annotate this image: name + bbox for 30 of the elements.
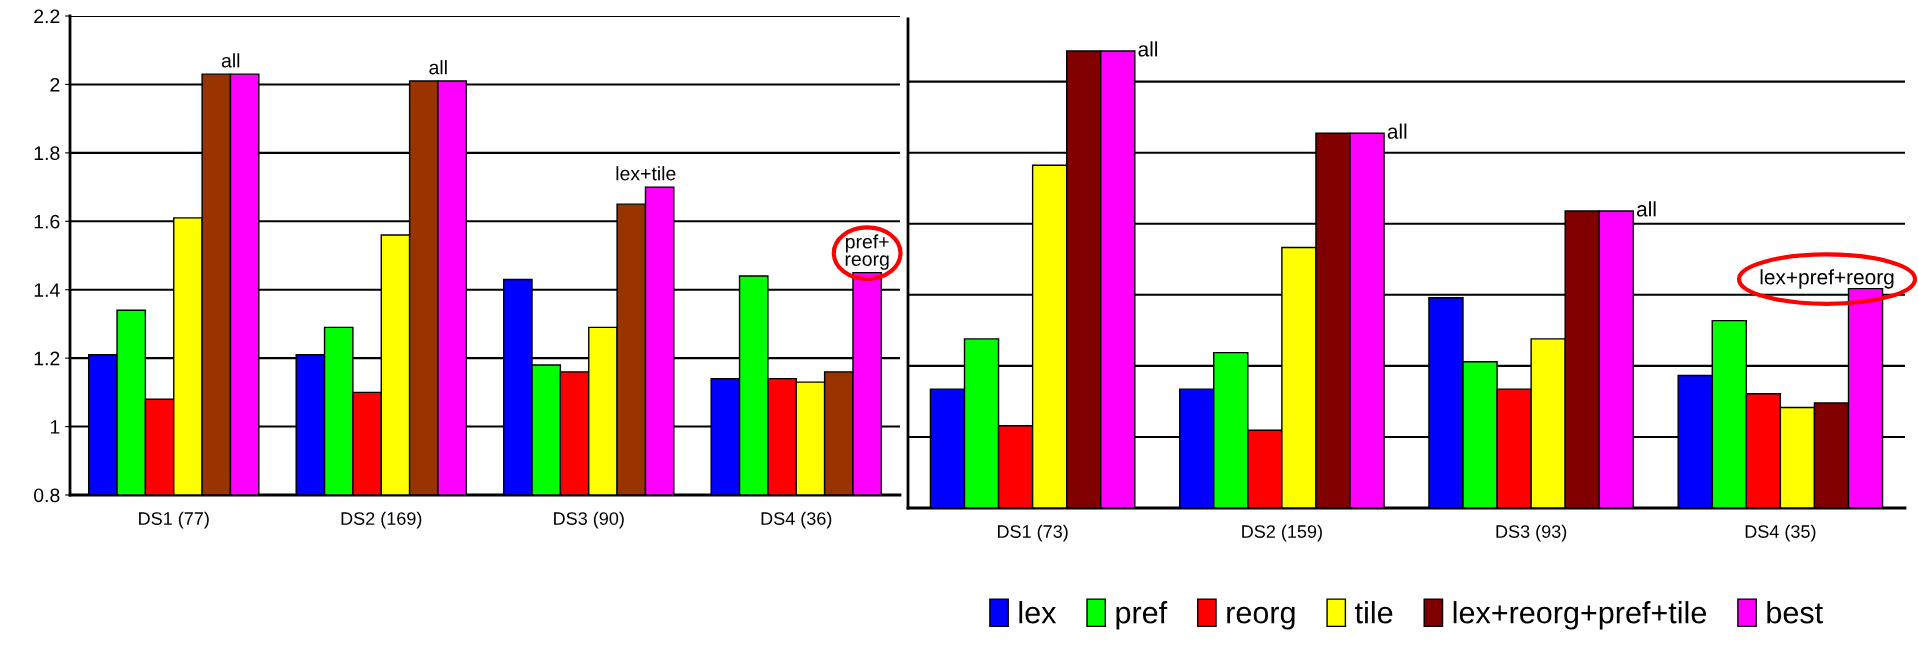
legend-label: best	[1767, 601, 1823, 624]
x-tick-label: DS3 (93)	[1496, 524, 1567, 542]
annotation: all	[1138, 41, 1158, 57]
annotation: lex+tile	[616, 166, 676, 181]
annotation: lex+pref+reorg	[1760, 269, 1894, 289]
annotation: all	[1387, 123, 1407, 139]
legend-label: tile	[1355, 601, 1393, 624]
x-tick-label: DS3 (90)	[554, 511, 624, 529]
legend-label: reorg	[1227, 606, 1295, 630]
y-tick-label: 1.6	[34, 214, 60, 229]
y-tick-label: 1.4	[34, 283, 60, 297]
x-tick-label: DS1 (73)	[997, 524, 1068, 542]
y-tick-label: 1.8	[34, 146, 60, 161]
y-tick-label: 2	[50, 77, 60, 92]
x-tick-label: DS4 (35)	[1745, 524, 1816, 542]
y-tick-label: 1.2	[34, 351, 60, 366]
legend-label: pref	[1116, 601, 1168, 630]
annotation: all	[1636, 201, 1656, 217]
x-tick-label: DS2 (159)	[1242, 524, 1322, 542]
y-tick-label: 2.2	[34, 9, 60, 24]
annotation: all	[429, 60, 447, 75]
legend-label: lex+reorg+pref+tile	[1453, 601, 1706, 630]
y-tick-label: 1	[50, 420, 60, 434]
x-tick-label: DS1 (77)	[139, 511, 209, 529]
annotation: all	[221, 53, 240, 68]
annotation: pref+ reorg	[845, 234, 889, 270]
x-tick-label: DS4 (36)	[761, 511, 832, 529]
y-tick-label: 0.8	[34, 488, 60, 503]
x-tick-label: DS2 (169)	[341, 511, 422, 529]
legend-label: lex	[1019, 601, 1057, 624]
